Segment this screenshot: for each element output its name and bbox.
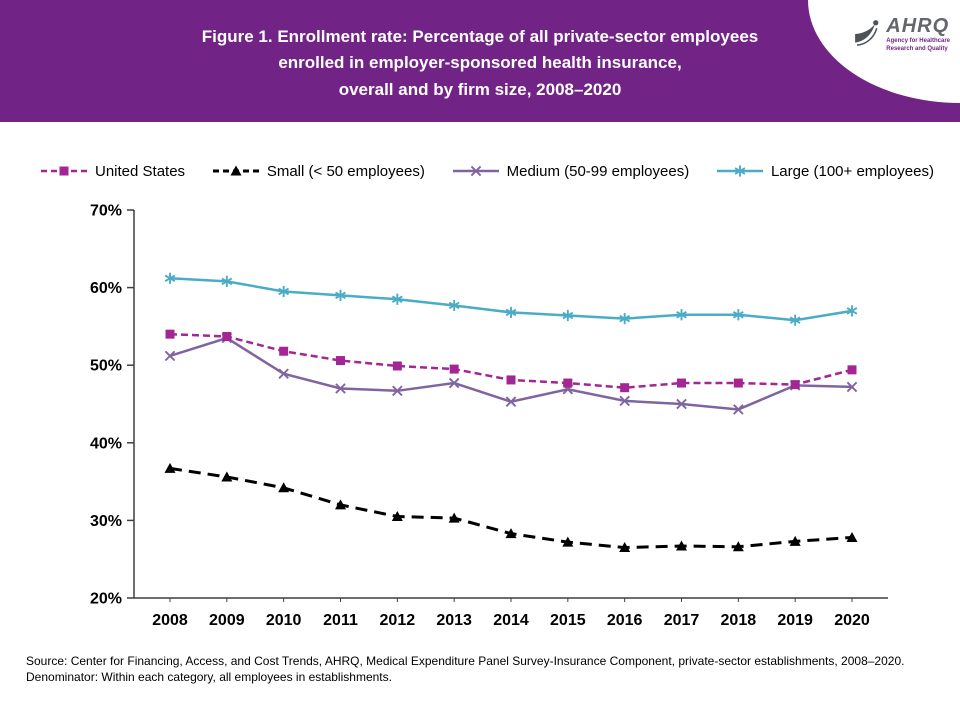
figure-title-line-2: enrolled in employer-sponsored health in… bbox=[278, 53, 682, 73]
figure-title: Figure 1. Enrollment rate: Percentage of… bbox=[0, 0, 960, 103]
svg-text:2016: 2016 bbox=[607, 612, 643, 629]
legend-marker-large-icon bbox=[716, 165, 763, 177]
ahrq-acronym: AHRQ bbox=[886, 15, 950, 37]
source-note: Source: Center for Financing, Access, an… bbox=[0, 654, 931, 686]
svg-text:2013: 2013 bbox=[436, 612, 472, 629]
legend-label-medium: Medium (50-99 employees) bbox=[506, 162, 690, 180]
legend-item-small: Small (< 50 employees) bbox=[212, 163, 425, 180]
ahrq-logo-inner: AHRQ Agency for Healthcare Research and … bbox=[852, 16, 950, 53]
legend-marker-medium-icon bbox=[452, 165, 499, 177]
svg-text:2020: 2020 bbox=[834, 612, 870, 629]
svg-text:2017: 2017 bbox=[664, 612, 700, 629]
source-text: Source: Center for Financing, Access, an… bbox=[26, 654, 905, 668]
svg-text:50%: 50% bbox=[90, 358, 122, 375]
figure-title-line-1: Figure 1. Enrollment rate: Percentage of… bbox=[201, 27, 759, 46]
svg-text:2009: 2009 bbox=[209, 612, 245, 629]
figure-title-line-3: overall and by firm size, 2008–2020 bbox=[338, 79, 622, 99]
legend-label-united-states: United States bbox=[95, 162, 186, 180]
legend-item-large: Large (100+ employees) bbox=[716, 163, 934, 180]
svg-text:2015: 2015 bbox=[550, 612, 586, 629]
enrollment-line-chart: 20% 30% 40% 50% 60% 70% 2008 2009 2010 2011 2012 20… bbox=[90, 203, 888, 629]
chart-area: 20% 30% 40% 50% 60% 70% 2008 2009 2010 2011 2012 20… bbox=[0, 192, 960, 652]
legend-marker-small-icon bbox=[212, 165, 259, 176]
svg-text:20%: 20% bbox=[90, 591, 122, 608]
svg-text:60%: 60% bbox=[90, 280, 122, 297]
svg-text:40%: 40% bbox=[90, 435, 122, 452]
svg-text:2014: 2014 bbox=[493, 612, 529, 629]
svg-text:70%: 70% bbox=[90, 203, 122, 220]
svg-text:2012: 2012 bbox=[380, 612, 416, 629]
svg-text:2018: 2018 bbox=[721, 612, 757, 629]
svg-text:2010: 2010 bbox=[266, 612, 302, 629]
legend-item-united-states: United States bbox=[40, 163, 185, 180]
svg-text:2019: 2019 bbox=[777, 612, 813, 629]
ahrq-tagline: Agency for Healthcare Research and Quali… bbox=[886, 38, 950, 52]
denominator-text: Denominator: Within each category, all e… bbox=[26, 669, 392, 684]
legend-label-large: Large (100+ employees) bbox=[770, 162, 934, 180]
legend-marker-united-states-icon bbox=[41, 166, 87, 176]
chart-legend: United States Small (< 50 employees) Med… bbox=[0, 158, 960, 184]
svg-text:30%: 30% bbox=[90, 513, 122, 530]
header-banner: Figure 1. Enrollment rate: Percentage of… bbox=[0, 0, 960, 122]
legend-item-medium: Medium (50-99 employees) bbox=[452, 162, 690, 180]
svg-text:2011: 2011 bbox=[323, 612, 358, 629]
legend-label-small: Small (< 50 employees) bbox=[266, 162, 425, 180]
ahrq-wordmark: AHRQ Agency for Healthcare Research and … bbox=[886, 16, 950, 53]
svg-text:2008: 2008 bbox=[152, 612, 188, 629]
hhs-eagle-icon bbox=[852, 17, 882, 52]
